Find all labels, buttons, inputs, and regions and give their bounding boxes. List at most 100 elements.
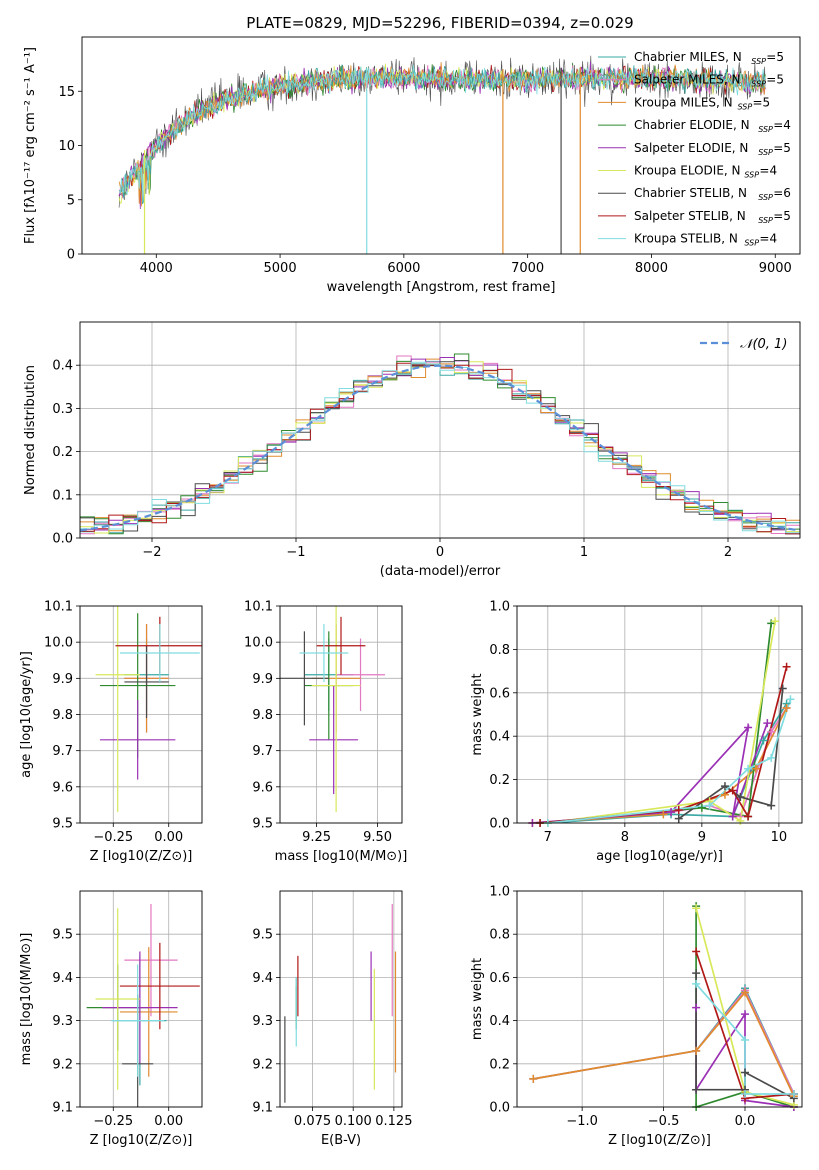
y-tick-label: 9.8 — [252, 708, 273, 723]
x-tick-label: 0.00 — [154, 830, 183, 845]
normal-curve — [80, 364, 800, 532]
data-point — [736, 816, 745, 825]
data-point — [720, 782, 729, 791]
data-point — [692, 1046, 701, 1055]
y-tick-label: 9.8 — [52, 708, 73, 723]
data-point — [789, 1090, 798, 1099]
x-tick-label: 6000 — [387, 261, 420, 276]
y-tick-label: 0.4 — [489, 730, 510, 745]
data-point — [771, 617, 780, 626]
x-tick-label: 0.075 — [294, 1114, 331, 1129]
spectrum-line-kroupa-stelib — [118, 64, 766, 196]
legend-count: =6 — [773, 186, 791, 200]
series-line — [533, 990, 795, 1097]
y-tick-label: 9.3 — [52, 1014, 73, 1029]
x-tick-label: −1.0 — [566, 1114, 598, 1129]
data-point — [741, 988, 749, 997]
data-point — [786, 695, 795, 704]
y-tick-label: 9.1 — [52, 1101, 73, 1116]
data-point — [767, 727, 776, 736]
x-tick-label: 0.0 — [735, 1114, 756, 1129]
axes-frame — [516, 890, 803, 1108]
legend-label: Salpeter MILES, N — [634, 73, 741, 87]
y-tick-label: 9.9 — [252, 672, 273, 687]
data-point — [744, 723, 753, 732]
histogram-kroupa-stelib — [80, 361, 800, 538]
y-axis-label: Flux [fλ10⁻¹⁷ erg cm⁻² s⁻¹ A⁻¹] — [23, 47, 38, 244]
x-tick-label: 2 — [724, 545, 732, 560]
x-axis-label: Z [log10(Z/Z⊙)] — [608, 1133, 711, 1148]
x-tick-label: 10 — [771, 830, 788, 845]
data-point — [741, 1068, 749, 1077]
axes-frame — [79, 605, 203, 824]
legend-count: =4 — [759, 164, 777, 178]
x-tick-label: −2 — [142, 545, 161, 560]
legend-count: =5 — [773, 209, 791, 223]
legend-label: Chabrier ELODIE, N — [634, 118, 750, 132]
y-tick-label: 9.5 — [52, 817, 73, 832]
y-tick-label: 10.0 — [244, 636, 273, 651]
axes-frame — [279, 605, 403, 824]
data-point — [751, 764, 760, 773]
legend-label: Kroupa STELIB, N — [634, 232, 738, 246]
x-tick-label: 0.00 — [154, 1114, 183, 1129]
legend-sub: SSP — [744, 239, 759, 248]
data-point — [667, 808, 676, 817]
data-point — [529, 1074, 538, 1083]
y-axis-label: Normed distribution — [23, 365, 38, 495]
data-point — [692, 947, 701, 956]
data-point — [778, 684, 787, 693]
data-point — [659, 810, 668, 819]
data-point — [720, 790, 729, 799]
legend-sub: SSP — [758, 193, 773, 202]
plot-area — [80, 353, 800, 538]
data-point — [782, 662, 791, 671]
x-tick-label: 9000 — [759, 261, 792, 276]
data-point — [692, 979, 701, 988]
legend-count: =5 — [766, 50, 784, 64]
legend-label: Kroupa ELODIE, N — [634, 164, 741, 178]
legend-sub: SSP — [751, 57, 766, 66]
legend-sub: SSP — [738, 102, 753, 111]
y-tick-label: 0.2 — [52, 445, 73, 460]
legend-count: =5 — [766, 73, 784, 87]
plot-area — [284, 903, 397, 1103]
y-tick-label: 0.0 — [489, 1101, 510, 1116]
y-tick-label: 9.2 — [252, 1057, 273, 1072]
x-tick-label: 9 — [698, 830, 706, 845]
x-tick-label: 0 — [436, 545, 444, 560]
legend-label: Salpeter STELIB, N — [634, 209, 746, 223]
series-line — [695, 983, 794, 1095]
panel-spectrum: 4000 5000 6000 7000 8000 9000 0 5 10 15 wavelength… — [23, 36, 801, 295]
plot-area — [118, 55, 766, 254]
y-tick-label: 9.4 — [252, 971, 273, 986]
x-axis-label: E(B-V) — [321, 1133, 361, 1148]
legend-count: =4 — [759, 232, 777, 246]
x-axis-label: Z [log10(Z/Z⊙)] — [90, 849, 193, 864]
data-point — [728, 812, 737, 821]
x-tick-label: 5000 — [264, 261, 297, 276]
y-tick-label: 0.8 — [489, 643, 510, 658]
y-tick-label: 9.7 — [252, 744, 273, 759]
y-tick-label: 0.2 — [489, 1057, 510, 1072]
data-point — [744, 764, 753, 773]
data-point — [674, 805, 683, 814]
plot-area — [532, 621, 792, 823]
axes-frame — [79, 890, 203, 1108]
x-tick-label: 7 — [544, 830, 552, 845]
panel-age-vs-Z: −0.25 0.00 9.5 9.6 9.7 9.8 9.9 10.0 10.1 Z [log10… — [19, 600, 203, 864]
axes-frame — [279, 890, 403, 1108]
figure-title: PLATE=0829, MJD=52296, FIBERID=0394, z=0… — [246, 14, 633, 32]
y-tick-label: 9.5 — [252, 928, 273, 943]
axes-frame — [79, 321, 801, 539]
panel-residuals: −2 −1 0 1 2 0.0 0.1 0.2 0.3 0.4 (data-model)/error… — [23, 321, 801, 579]
data-point — [741, 1090, 749, 1099]
y-tick-label: 0.1 — [52, 488, 73, 503]
axes-frame — [516, 605, 803, 824]
y-tick-label: 0.0 — [52, 532, 73, 547]
legend-label: Chabrier STELIB, N — [634, 186, 747, 200]
panel-mass-weight-vs-Z: −1.0 −0.5 0.0 0.0 0.2 0.4 0.6 0.8 1.0 Z [log10(Z/… — [470, 885, 803, 1148]
y-tick-label: 1.0 — [489, 600, 510, 615]
y-tick-label: 9.1 — [252, 1101, 273, 1116]
